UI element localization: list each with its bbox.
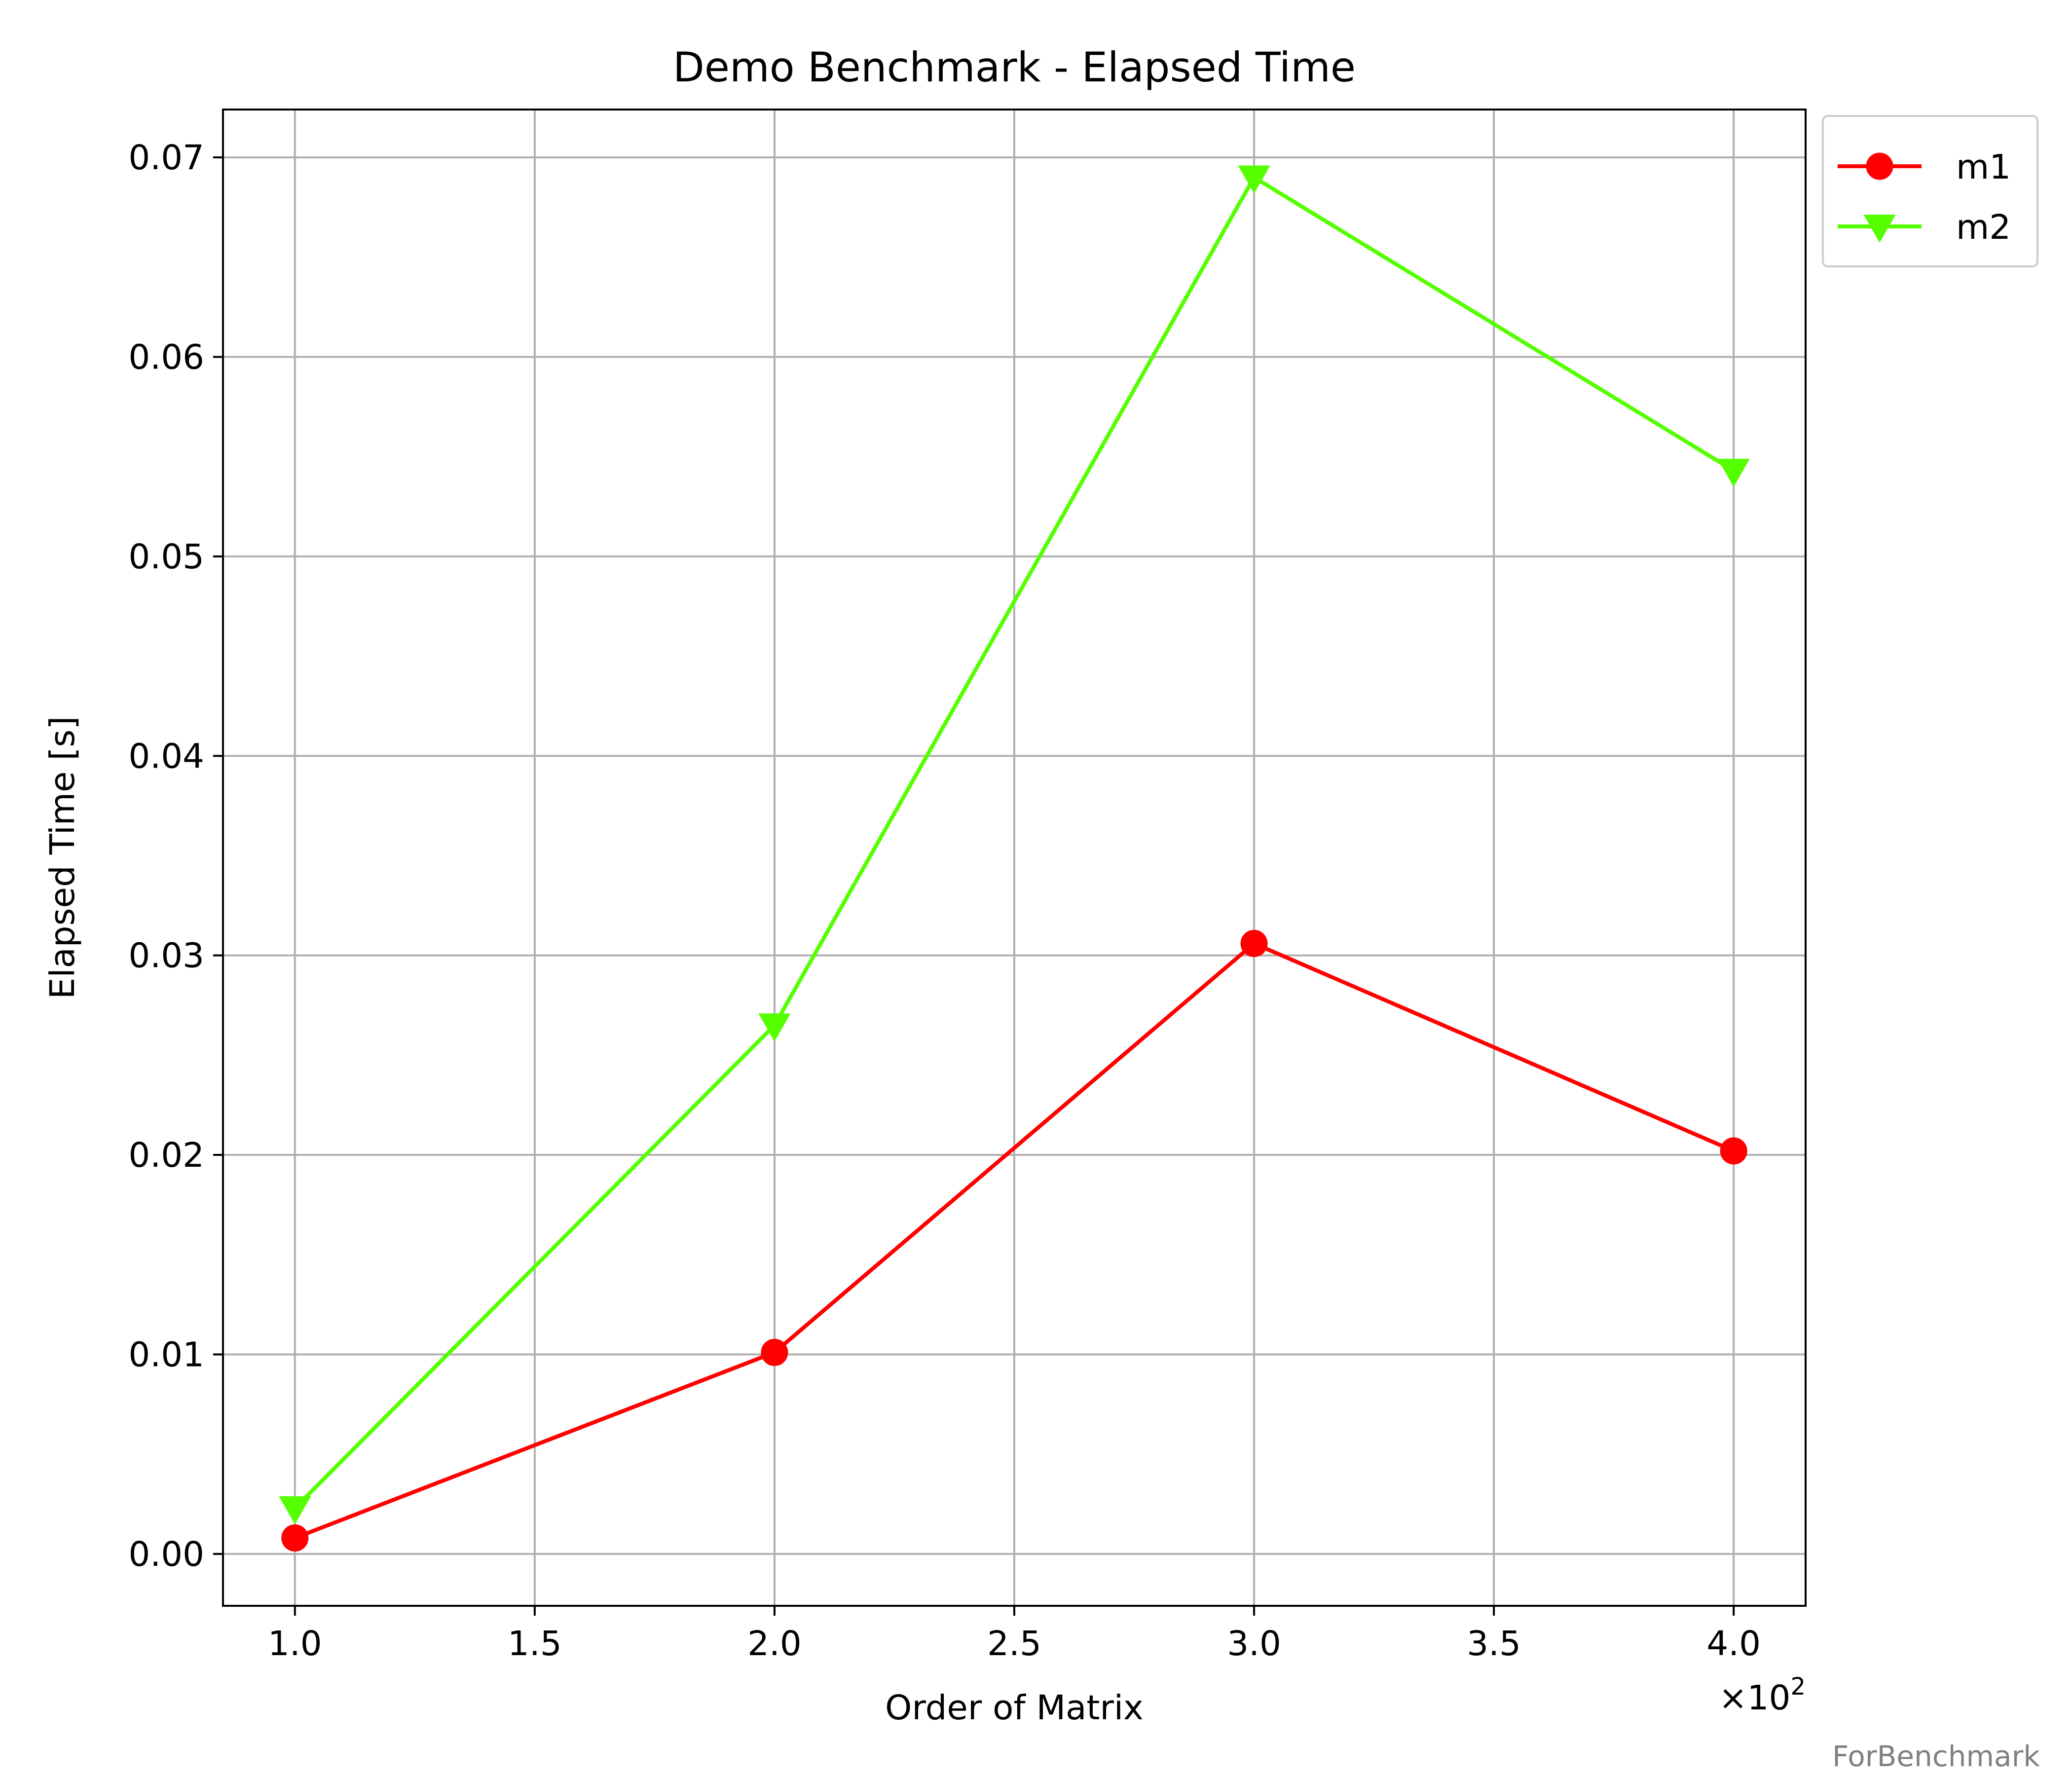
legend-label: m1 (1956, 148, 2011, 187)
x-tick-label: 2.5 (987, 1624, 1041, 1664)
series-m2 (279, 165, 1750, 1524)
x-tick-label: 2.0 (747, 1624, 802, 1664)
data-point-m2 (758, 1013, 791, 1042)
footer-watermark: ForBenchmark (1832, 1739, 2040, 1773)
y-tick-label: 0.00 (128, 1535, 204, 1574)
data-point-m2 (1238, 165, 1270, 194)
y-tick-label: 0.04 (128, 737, 204, 776)
data-point-m1 (1720, 1137, 1747, 1165)
axis-ticks: 1.0 1.5 2.0 2.5 3.0 3.5 4.0 0.00 0.01 0.02 0.03 0.0… (128, 138, 1761, 1664)
y-tick-label: 0.02 (128, 1136, 204, 1175)
y-tick-label: 0.06 (128, 337, 204, 377)
series (279, 165, 1750, 1552)
x-axis-offset-base: ×10 (1719, 1678, 1791, 1718)
x-tick-label: 1.0 (268, 1624, 322, 1664)
x-tick-label: 4.0 (1706, 1624, 1761, 1664)
legend: m1 m2 (1822, 115, 2038, 267)
data-point-m1 (281, 1524, 309, 1552)
x-axis-label: Order of Matrix (885, 1688, 1144, 1728)
data-point-m2 (279, 1496, 311, 1524)
series-m1 (281, 929, 1747, 1552)
grid (223, 110, 1806, 1606)
x-axis-offset-label: ×102 (1719, 1673, 1806, 1718)
y-tick-label: 0.01 (128, 1335, 204, 1374)
data-point-m1 (1240, 929, 1268, 957)
legend-label: m2 (1956, 208, 2011, 247)
data-point-m2 (1717, 458, 1750, 487)
x-tick-label: 1.5 (508, 1624, 562, 1664)
series-line-m1 (294, 941, 1735, 1540)
data-point-m1 (761, 1338, 788, 1366)
y-axis-label: Elapsed Time [s] (43, 716, 82, 999)
y-tick-label: 0.03 (128, 936, 204, 976)
y-tick-label: 0.07 (128, 138, 204, 178)
legend-item-m1: m1 (1838, 148, 2011, 187)
x-tick-label: 3.5 (1467, 1624, 1521, 1664)
legend-item-m2: m2 (1838, 208, 2011, 247)
legend-marker-m1 (1866, 152, 1893, 180)
x-axis-offset-exponent: 2 (1790, 1673, 1806, 1701)
x-tick-label: 3.0 (1227, 1624, 1281, 1664)
series-line-m2 (293, 175, 1735, 1510)
legend-marker-m2 (1863, 215, 1896, 243)
y-tick-label: 0.05 (128, 537, 204, 577)
chart-title: Demo Benchmark - Elapsed Time (673, 43, 1356, 91)
